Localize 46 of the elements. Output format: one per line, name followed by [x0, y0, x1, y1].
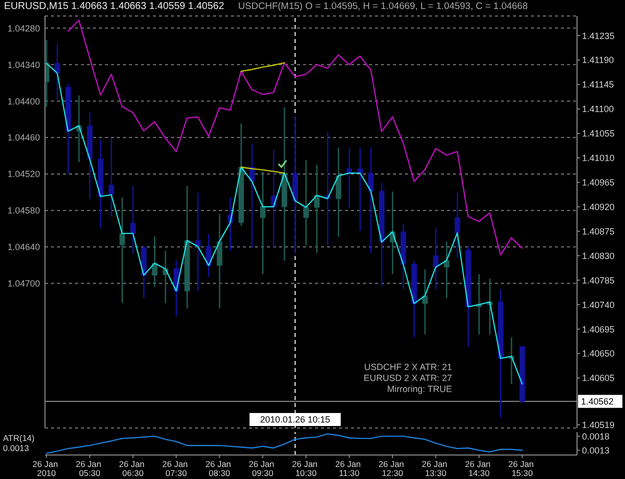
- y2-tick-label: 1.40965: [582, 178, 615, 188]
- x-tick-label: 26 Jan 14:30: [465, 459, 493, 478]
- y2-tick-label: 1.41190: [582, 55, 614, 66]
- y-tick-label: 1.04460: [7, 132, 40, 143]
- y2-tick-label: 1.40830: [582, 250, 615, 261]
- x-tick-label: 26 Jan 2010: [32, 459, 60, 478]
- x-tick-label: 26 Jan 15:30: [508, 459, 536, 478]
- y-tick-label: 1.04340: [7, 60, 40, 70]
- y2-tick-label: 1.40740: [582, 300, 615, 310]
- y2-tick-label: 1.41145: [582, 80, 614, 90]
- x-tick-label: 26 Jan 09:30: [248, 459, 277, 478]
- y-tick-label: 1.04520: [7, 169, 40, 180]
- annotation: USDCHF 2 X ATR: 21: [364, 362, 452, 372]
- x-tick-label: 26 Jan 06:30: [119, 459, 147, 478]
- y-tick-label: 1.04640: [7, 242, 40, 252]
- y2-tick-label: 1.40695: [582, 324, 615, 334]
- y2-tick-label: 1.41235: [582, 30, 615, 41]
- annotation: Mirroring: TRUE: [387, 384, 452, 394]
- y-tick-label: 1.04280: [7, 23, 40, 34]
- y2-tick-label: 1.40920: [582, 202, 615, 212]
- x-tick-label: 26 Jan 10:30: [292, 459, 320, 478]
- y-tick-label: 1.04580: [7, 206, 40, 216]
- chart-subtitle: USDCHF(M15) O = 1.04595, H = 1.04669, L = 1.04593, C = 1.04668: [238, 1, 528, 12]
- y-tick-label: 0.0013: [582, 445, 610, 456]
- x-tick-label: 26 Jan 05:30: [76, 459, 104, 478]
- x-tick-label: 26 Jan 13:30: [422, 459, 450, 478]
- y2-tick-label: 1.41010: [582, 153, 615, 164]
- y2-tick-label: 1.40875: [582, 226, 615, 236]
- x-tick-label: 26 Jan 11:30: [335, 459, 364, 478]
- text: ATR(14) 0.0013: [3, 433, 34, 453]
- y2-tick-label: 1.40605: [582, 373, 615, 384]
- y-tick-label: 1.04400: [7, 96, 40, 106]
- ref-line-label: 1.40562: [581, 396, 614, 407]
- ref-line-label: 2010.01.26 10:15: [260, 414, 330, 424]
- annotation: EURUSD 2 X ATR: 27: [364, 373, 452, 383]
- x-tick-label: 26 Jan 07:30: [162, 459, 190, 478]
- y2-tick-label: 1.40519: [582, 420, 615, 430]
- y-tick-label: 0.0018: [582, 431, 610, 442]
- x-tick-label: 26 Jan 08:30: [206, 459, 234, 478]
- chart-title: EURUSD,M15 1.40663 1.40663 1.40559 1.40562: [4, 1, 224, 12]
- y2-tick-label: 1.40650: [582, 348, 615, 359]
- x-tick-label: 26 Jan 12:30: [378, 459, 406, 478]
- y2-tick-label: 1.41055: [582, 128, 615, 139]
- y2-tick-label: 1.40785: [582, 275, 615, 286]
- y2-tick-label: 1.41100: [582, 104, 614, 114]
- y-tick-label: 1.04700: [7, 278, 40, 289]
